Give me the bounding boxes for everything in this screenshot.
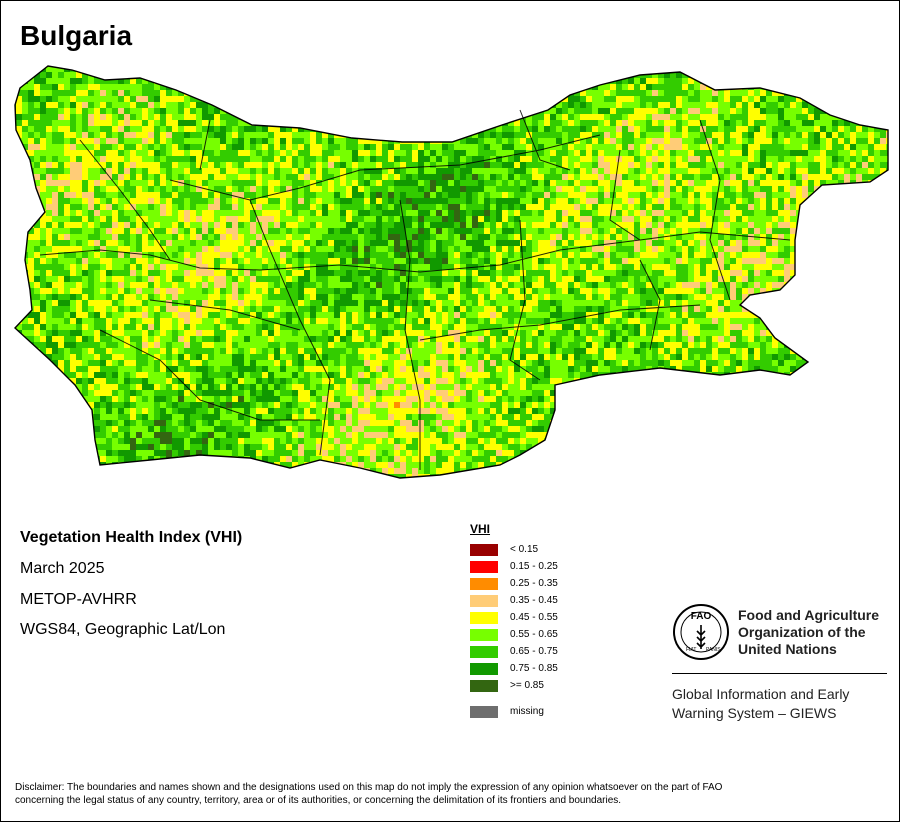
fao-logo-letters: FAO	[691, 611, 712, 622]
sensor-label: METOP-AVHRR	[20, 591, 137, 608]
fao-line-3: United Nations	[738, 640, 837, 657]
map-title: Bulgaria	[20, 20, 133, 51]
fao-block: FAO FIAT PANIS Food and Agriculture Orga…	[672, 603, 879, 661]
legend-label: 0.45 - 0.55	[510, 612, 558, 623]
legend-swatch	[470, 662, 498, 675]
fao-logo-icon: FAO FIAT PANIS	[673, 604, 729, 660]
legend-rows: < 0.15 0.15 - 0.25 0.25 - 0.35 0.35 - 0.45 0…	[470, 541, 558, 694]
legend-swatch	[470, 594, 498, 607]
legend-missing: missing	[470, 703, 558, 720]
legend-item: 0.45 - 0.55	[470, 609, 558, 626]
legend-label: 0.15 - 0.25	[510, 561, 558, 572]
bulgaria-vhi-map	[14, 65, 889, 479]
legend-label: 0.75 - 0.85	[510, 663, 558, 674]
projection-label: WGS84, Geographic Lat/Lon	[20, 621, 226, 638]
legend-label: 0.25 - 0.35	[510, 578, 558, 589]
fao-motto-left: FIAT	[686, 647, 696, 653]
legend-label: 0.65 - 0.75	[510, 646, 558, 657]
legend-item: < 0.15	[470, 541, 558, 558]
legend-label-missing: missing	[510, 706, 544, 717]
legend-item: >= 0.85	[470, 677, 558, 694]
legend-label: 0.35 - 0.45	[510, 595, 558, 606]
fao-divider	[672, 673, 887, 674]
giews-label: Global Information and Early Warning Sys…	[672, 685, 849, 723]
legend-item: 0.75 - 0.85	[470, 660, 558, 677]
legend-swatch	[470, 611, 498, 624]
legend-swatch	[470, 577, 498, 590]
legend-label: < 0.15	[510, 544, 539, 555]
fao-line-2: Organization of the	[738, 623, 866, 640]
legend-swatch	[470, 679, 498, 692]
fao-line-1: Food and Agriculture	[738, 606, 880, 623]
fao-motto-right: PANIS	[706, 647, 721, 653]
giews-line-2: Warning System – GIEWS	[672, 705, 837, 721]
legend-title: VHI	[470, 522, 491, 536]
date-label: March 2025	[20, 560, 105, 577]
legend-swatch	[470, 543, 498, 556]
legend-swatch	[470, 645, 498, 658]
disclaimer-line-2: concerning the legal status of any count…	[15, 795, 622, 806]
index-name: Vegetation Health Index (VHI)	[20, 529, 243, 546]
legend-item: 0.15 - 0.25	[470, 558, 558, 575]
legend-item: 0.25 - 0.35	[470, 575, 558, 592]
fao-name: Food and Agriculture Organization of the…	[738, 607, 879, 658]
disclaimer: Disclaimer: The boundaries and names sho…	[15, 781, 885, 807]
legend-item: 0.35 - 0.45	[470, 592, 558, 609]
disclaimer-line-1: Disclaimer: The boundaries and names sho…	[15, 782, 723, 793]
legend-swatch-missing	[470, 705, 498, 718]
legend-label: >= 0.85	[510, 680, 544, 691]
giews-line-1: Global Information and Early	[672, 686, 850, 702]
legend-swatch	[470, 560, 498, 573]
legend-item: 0.55 - 0.65	[470, 626, 558, 643]
legend-swatch	[470, 628, 498, 641]
legend-item: 0.65 - 0.75	[470, 643, 558, 660]
legend: VHI < 0.15 0.15 - 0.25 0.25 - 0.35 0.35 - 0…	[470, 522, 558, 720]
legend-label: 0.55 - 0.65	[510, 629, 558, 640]
